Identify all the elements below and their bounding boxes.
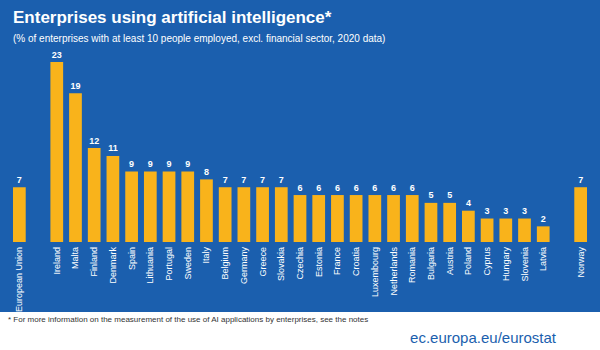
svg-text:Norway: Norway <box>576 247 586 278</box>
svg-text:European Union: European Union <box>14 247 24 312</box>
svg-text:Denmark: Denmark <box>108 247 118 284</box>
svg-text:9: 9 <box>167 159 172 169</box>
svg-text:Czechia: Czechia <box>295 247 305 280</box>
svg-text:6: 6 <box>410 183 415 193</box>
svg-text:9: 9 <box>129 159 134 169</box>
svg-text:Poland: Poland <box>463 247 473 275</box>
svg-text:Portugal: Portugal <box>164 247 174 281</box>
svg-text:Germany: Germany <box>239 247 249 285</box>
svg-text:Finland: Finland <box>89 247 99 277</box>
svg-text:Bulgaria: Bulgaria <box>426 247 436 280</box>
svg-text:6: 6 <box>316 183 321 193</box>
svg-text:Slovenia: Slovenia <box>520 247 530 282</box>
svg-text:Austria: Austria <box>445 247 455 275</box>
svg-text:Enterprises using artificial i: Enterprises using artificial intelligenc… <box>13 8 332 27</box>
svg-text:Estonia: Estonia <box>314 247 324 277</box>
svg-text:Malta: Malta <box>70 247 80 269</box>
svg-text:2: 2 <box>541 214 546 224</box>
svg-text:5: 5 <box>428 190 433 200</box>
svg-text:6: 6 <box>372 183 377 193</box>
svg-text:7: 7 <box>578 175 583 185</box>
svg-text:3: 3 <box>503 206 508 216</box>
svg-text:Spain: Spain <box>127 247 137 270</box>
svg-text:5: 5 <box>447 190 452 200</box>
svg-text:Slovakia: Slovakia <box>276 247 286 281</box>
svg-text:7: 7 <box>260 175 265 185</box>
svg-text:France: France <box>332 247 342 275</box>
svg-text:Lithuania: Lithuania <box>145 247 155 284</box>
svg-text:3: 3 <box>522 206 527 216</box>
svg-text:* For more information on the: * For more information on the measuremen… <box>8 315 368 324</box>
svg-text:11: 11 <box>108 143 118 153</box>
svg-text:Luxembourg: Luxembourg <box>370 247 380 297</box>
svg-text:Sweden: Sweden <box>183 247 193 280</box>
svg-text:Netherlands: Netherlands <box>389 247 399 296</box>
svg-text:6: 6 <box>297 183 302 193</box>
svg-text:6: 6 <box>354 183 359 193</box>
svg-text:7: 7 <box>241 175 246 185</box>
svg-text:Belgium: Belgium <box>220 247 230 280</box>
svg-text:(% of enterprises with at leas: (% of enterprises with at least 10 peopl… <box>13 33 385 44</box>
svg-text:7: 7 <box>279 175 284 185</box>
svg-text:ec.europa.eu/eurostat: ec.europa.eu/eurostat <box>410 329 557 346</box>
svg-text:8: 8 <box>204 167 209 177</box>
svg-text:Greece: Greece <box>258 247 268 277</box>
svg-text:Italy: Italy <box>201 247 211 264</box>
svg-text:3: 3 <box>485 206 490 216</box>
svg-text:Latvia: Latvia <box>538 247 548 271</box>
svg-text:12: 12 <box>89 136 99 146</box>
svg-text:Cyprus: Cyprus <box>482 247 492 276</box>
svg-text:6: 6 <box>335 183 340 193</box>
svg-text:Ireland: Ireland <box>52 247 62 275</box>
svg-text:6: 6 <box>391 183 396 193</box>
svg-text:Croatia: Croatia <box>351 247 361 276</box>
svg-text:Hungary: Hungary <box>501 247 511 282</box>
svg-text:9: 9 <box>148 159 153 169</box>
svg-text:23: 23 <box>52 50 62 60</box>
svg-text:9: 9 <box>185 159 190 169</box>
svg-text:4: 4 <box>466 198 471 208</box>
svg-text:Romania: Romania <box>407 247 417 283</box>
svg-text:19: 19 <box>70 81 80 91</box>
svg-text:7: 7 <box>17 175 22 185</box>
svg-text:7: 7 <box>223 175 228 185</box>
